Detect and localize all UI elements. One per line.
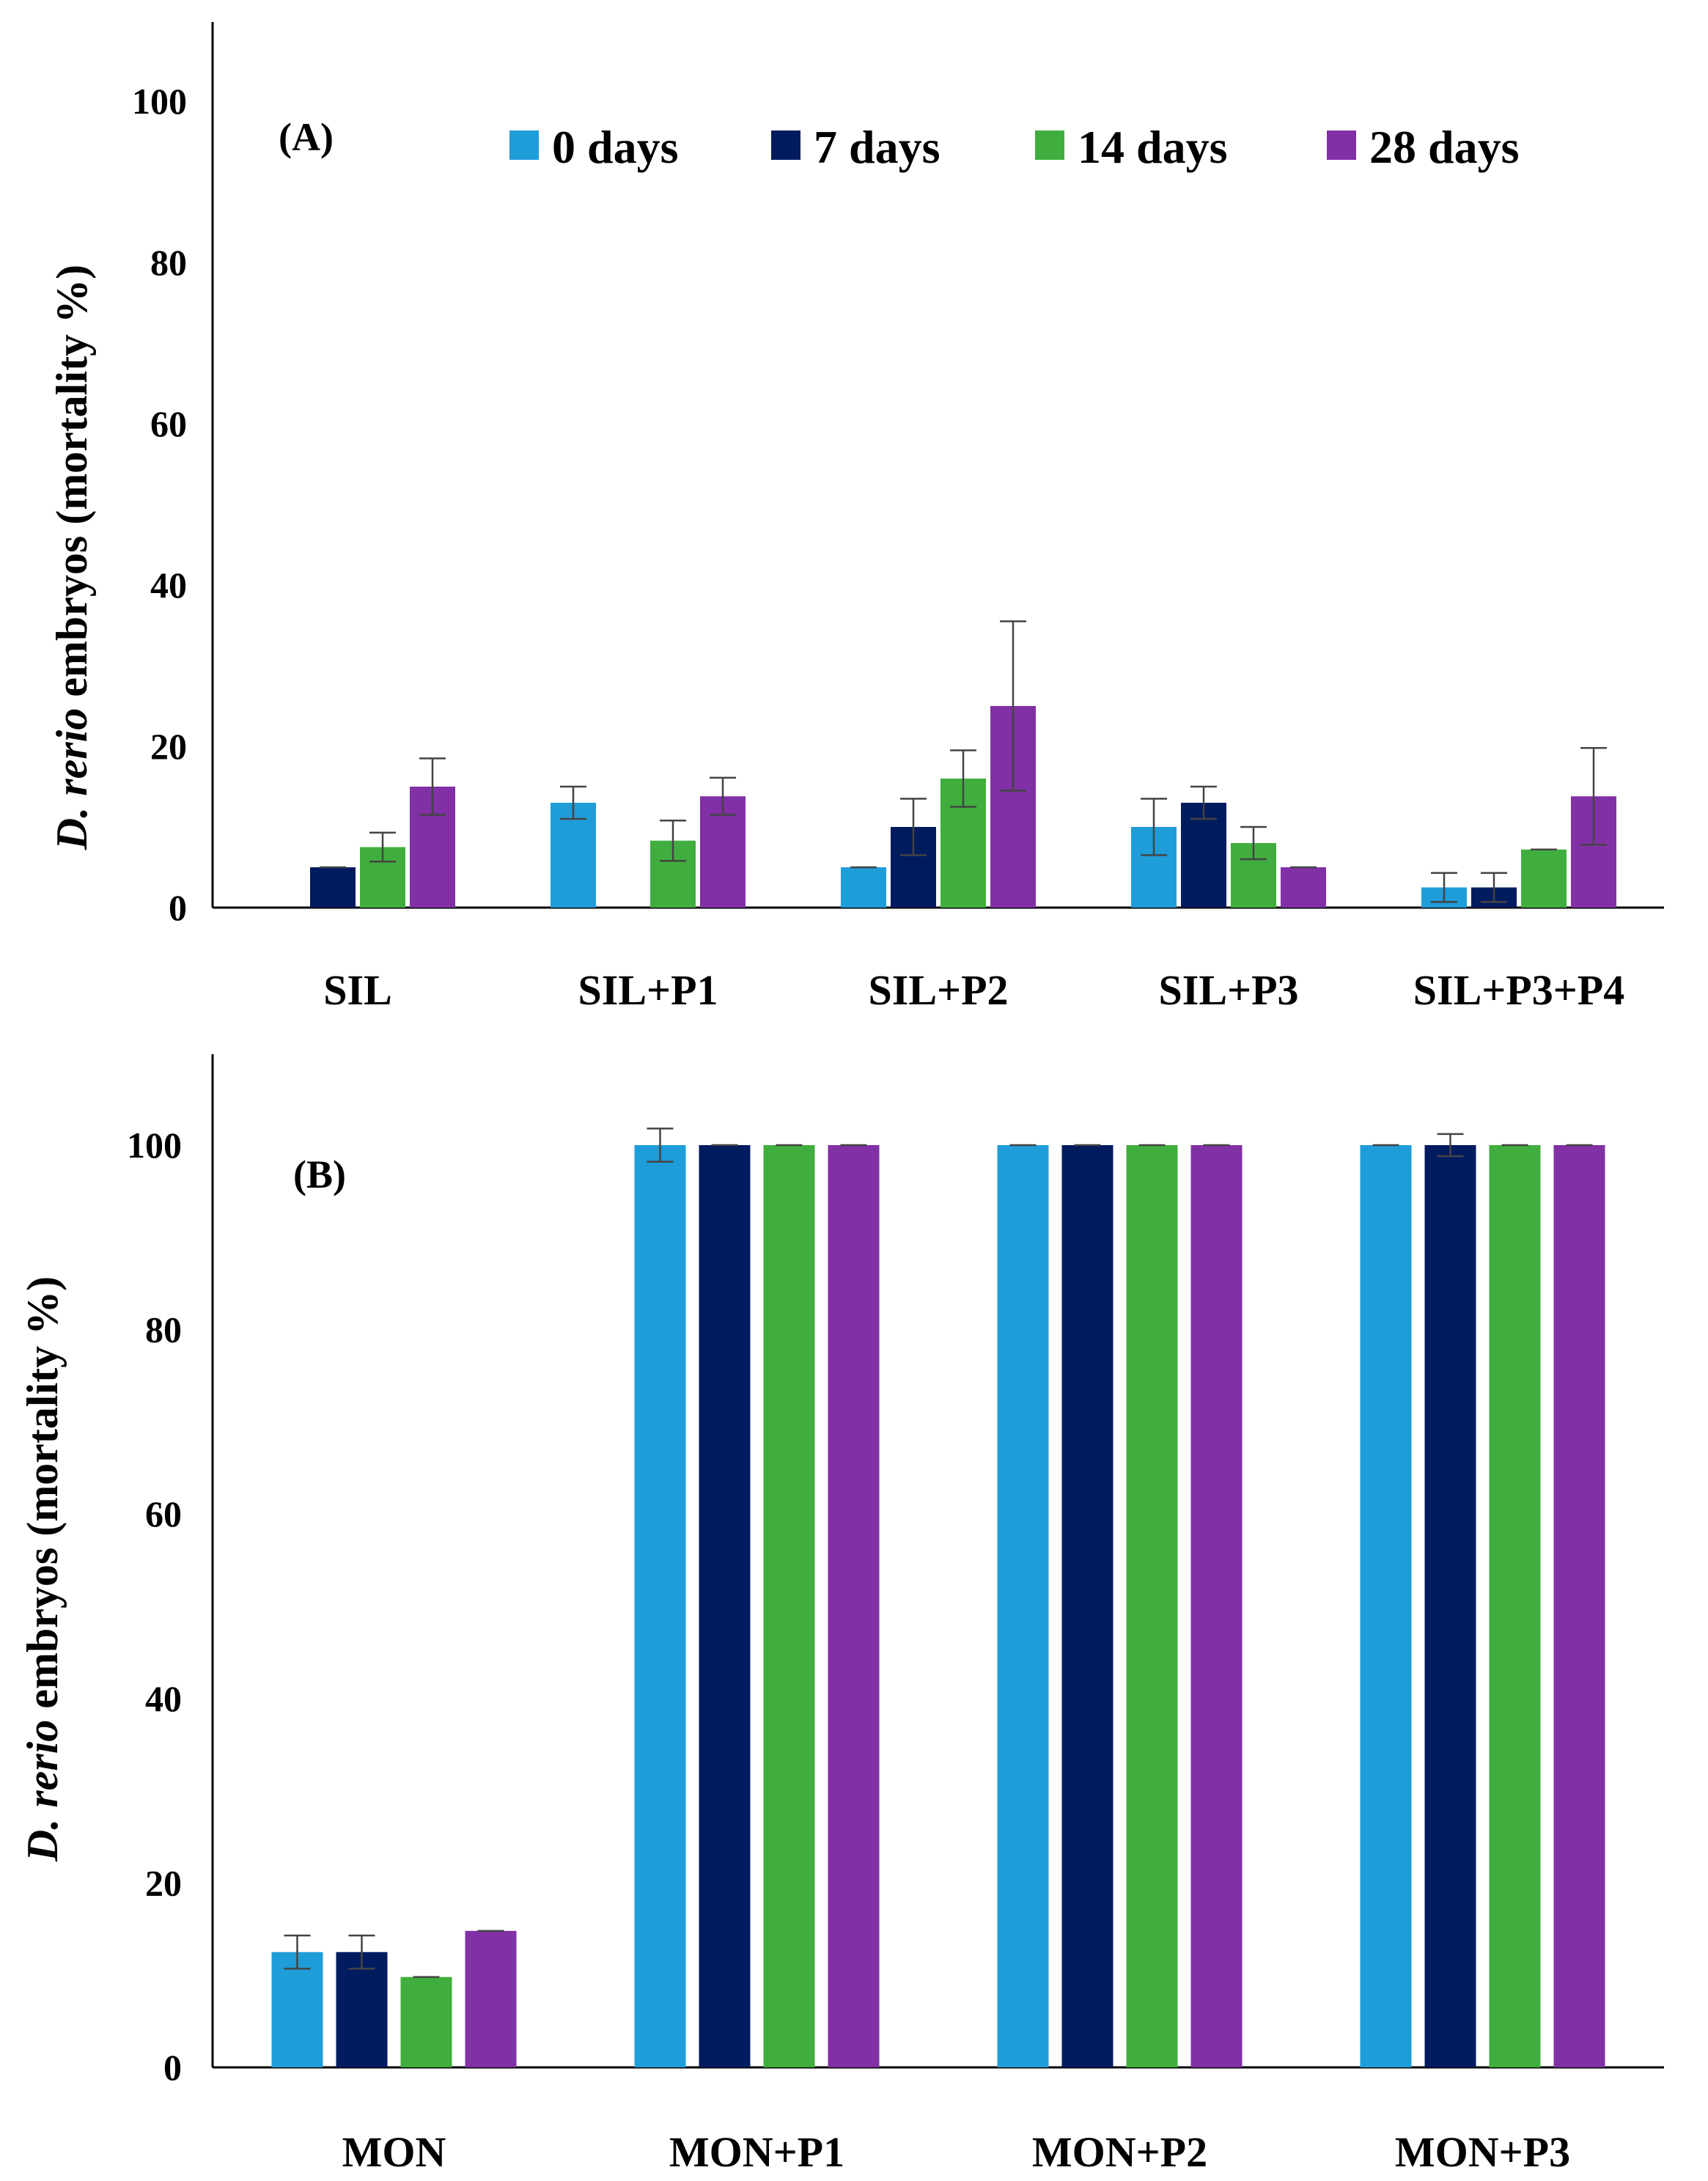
panel-b-y-axis-label: D. rerio embryos (mortality %) [18,1276,67,1862]
panel-a-error-bar-sil-plus-p1-0-days [560,785,586,820]
panel-b-bar-mon-plus-p1-28-days [828,1145,880,2067]
panel-a-y-tick-label: 80 [150,242,187,283]
panel-a-category-label-sil-plus-p3: SIL+P3 [1159,966,1299,1014]
panel-a-bar-sil-plus-p3-7-days [1181,803,1226,908]
panel-b-bar-mon-plus-p2-0-days [997,1145,1049,2067]
panel-a-error-bar-sil-plus-p3-plus-p4-28-days [1580,746,1607,846]
panel-b-chart: (B) D. rerio embryos (mortality %) 0 20 40… [18,1054,1664,2176]
panel-b-bar-mon-plus-p2-28-days [1190,1145,1243,2067]
panel-b-y-ticks: 0 20 40 60 80 100 [127,1125,182,2088]
panel-b-bar-mon-plus-p3-0-days [1360,1145,1412,2067]
legend-label-0-days: 0 days [552,121,679,173]
panel-a-error-bar-sil-plus-p1-28-days [710,776,736,816]
panel-b-error-bar-mon-plus-p3-7-days [1437,1133,1464,1158]
panel-b-bar-mon-14-days [400,1976,452,2067]
panel-b-bars [271,1128,1605,2067]
panel-a-bar-sil-7-days [310,867,356,908]
legend-swatch-28-days [1327,130,1356,160]
panel-a-label: (A) [279,115,334,159]
panel-a-y-axis-label-species: D. rerio [48,708,96,850]
panel-a-category-label-sil-plus-p3-plus-p4: SIL+P3+P4 [1413,966,1624,1014]
panel-b-y-tick-label: 60 [145,1493,182,1534]
panel-b-category-labels: MON MON+P1 MON+P2 MON+P3 [342,2128,1570,2176]
panel-b-y-axis-label-rest: embryos (mortality %) [18,1276,67,1720]
legend-label-14-days: 14 days [1078,121,1228,173]
panel-b-bar-mon-plus-p3-7-days [1424,1145,1476,2067]
panel-b-bar-mon-plus-p3-28-days [1553,1145,1605,2067]
panel-a-category-label-sil: SIL [323,966,392,1014]
panel-b-bar-mon-plus-p2-14-days [1126,1145,1178,2067]
panel-a-error-bar-sil-plus-p3-7-days [1190,785,1217,820]
panel-b-category-label-mon: MON [342,2128,446,2176]
legend-label-28-days: 28 days [1369,121,1520,173]
panel-a-chart: (A) D. rerio embryos (mortality %) 0 day… [48,22,1664,1014]
panel-b-category-label-mon-plus-p1: MON+P1 [669,2128,844,2176]
legend-swatch-0-days [509,130,539,160]
panel-b-bar-mon-28-days [465,1930,517,2067]
legend: 0 days 7 days 14 days 28 days [509,121,1520,173]
panel-b-bar-mon-plus-p1-0-days [634,1145,686,2067]
panel-a-error-bar-sil-28-days [419,757,446,816]
panel-a-bar-sil-plus-p3-plus-p4-14-days [1521,849,1567,908]
panel-a-error-bar-sil-14-days [369,831,396,863]
panel-b-bar-mon-plus-p2-7-days [1061,1145,1113,2067]
legend-item-14-days: 14 days [1035,121,1228,173]
panel-b-y-axis-label-species: D. rerio [18,1720,67,1862]
panel-a-error-bar-sil-plus-p2-28-days [1000,620,1026,792]
panel-b-category-label-mon-plus-p3: MON+P3 [1395,2128,1570,2176]
panel-a-category-label-sil-plus-p1: SIL+P1 [578,966,718,1014]
panel-a-y-axis-label: D. rerio embryos (mortality %) [48,265,96,850]
panel-b-label: (B) [293,1152,346,1196]
panel-a-y-tick-label: 100 [132,81,187,122]
legend-item-0-days: 0 days [509,121,679,173]
panel-a-y-axis-label-rest: embryos (mortality %) [48,265,96,708]
panel-b-y-tick-label: 100 [127,1125,182,1166]
panel-a-error-bar-sil-plus-p3-plus-p4-7-days [1481,872,1507,903]
panel-b-y-tick-label: 0 [163,2047,182,2088]
panel-a-error-bar-sil-plus-p3-0-days [1141,798,1167,856]
panel-b-bar-mon-0-days [271,1952,323,2067]
panel-a-bars [310,620,1616,908]
panel-a-y-tick-label: 20 [150,726,187,767]
legend-item-28-days: 28 days [1327,121,1520,173]
panel-b-bar-mon-plus-p1-7-days [699,1145,751,2067]
legend-label-7-days: 7 days [814,121,940,173]
panel-a-category-labels: SIL SIL+P1 SIL+P2 SIL+P3 SIL+P3+P4 [323,966,1624,1014]
legend-swatch-14-days [1035,130,1064,160]
legend-swatch-7-days [771,130,800,160]
panel-a-error-bar-sil-plus-p1-14-days [660,819,686,862]
panel-b-error-bar-mon-7-days [348,1934,375,1970]
panel-b-y-tick-label: 20 [145,1862,182,1903]
panel-b-bar-mon-plus-p1-14-days [763,1145,815,2067]
panel-a-y-tick-label: 40 [150,564,187,606]
legend-item-7-days: 7 days [771,121,940,173]
panel-b-category-label-mon-plus-p2: MON+P2 [1032,2128,1207,2176]
panel-a-error-bar-sil-plus-p2-14-days [950,749,976,808]
panel-a-error-bar-sil-plus-p3-14-days [1240,825,1267,861]
panel-a-error-bar-sil-plus-p2-7-days [900,798,927,856]
panel-a-bar-sil-plus-p1-0-days [551,803,596,908]
panel-a-error-bar-sil-plus-p3-plus-p4-0-days [1431,872,1457,903]
panel-b-error-bar-mon-0-days [284,1934,311,1970]
panel-b-error-bar-mon-plus-p1-0-days [647,1128,674,1163]
panel-b-bar-mon-7-days [336,1952,388,2067]
panel-b-y-tick-label: 80 [145,1309,182,1350]
panel-b-y-tick-label: 40 [145,1678,182,1719]
panel-a-bar-sil-plus-p3-28-days [1281,867,1326,908]
panel-a-y-tick-label: 0 [169,887,187,928]
panel-a-y-tick-label: 60 [150,403,187,444]
panel-a-category-label-sil-plus-p2: SIL+P2 [869,966,1009,1014]
panel-a-y-ticks: 0 20 40 60 80 100 [132,81,187,928]
panel-b-bar-mon-plus-p3-14-days [1489,1145,1541,2067]
panel-a-bar-sil-plus-p2-0-days [841,867,886,908]
